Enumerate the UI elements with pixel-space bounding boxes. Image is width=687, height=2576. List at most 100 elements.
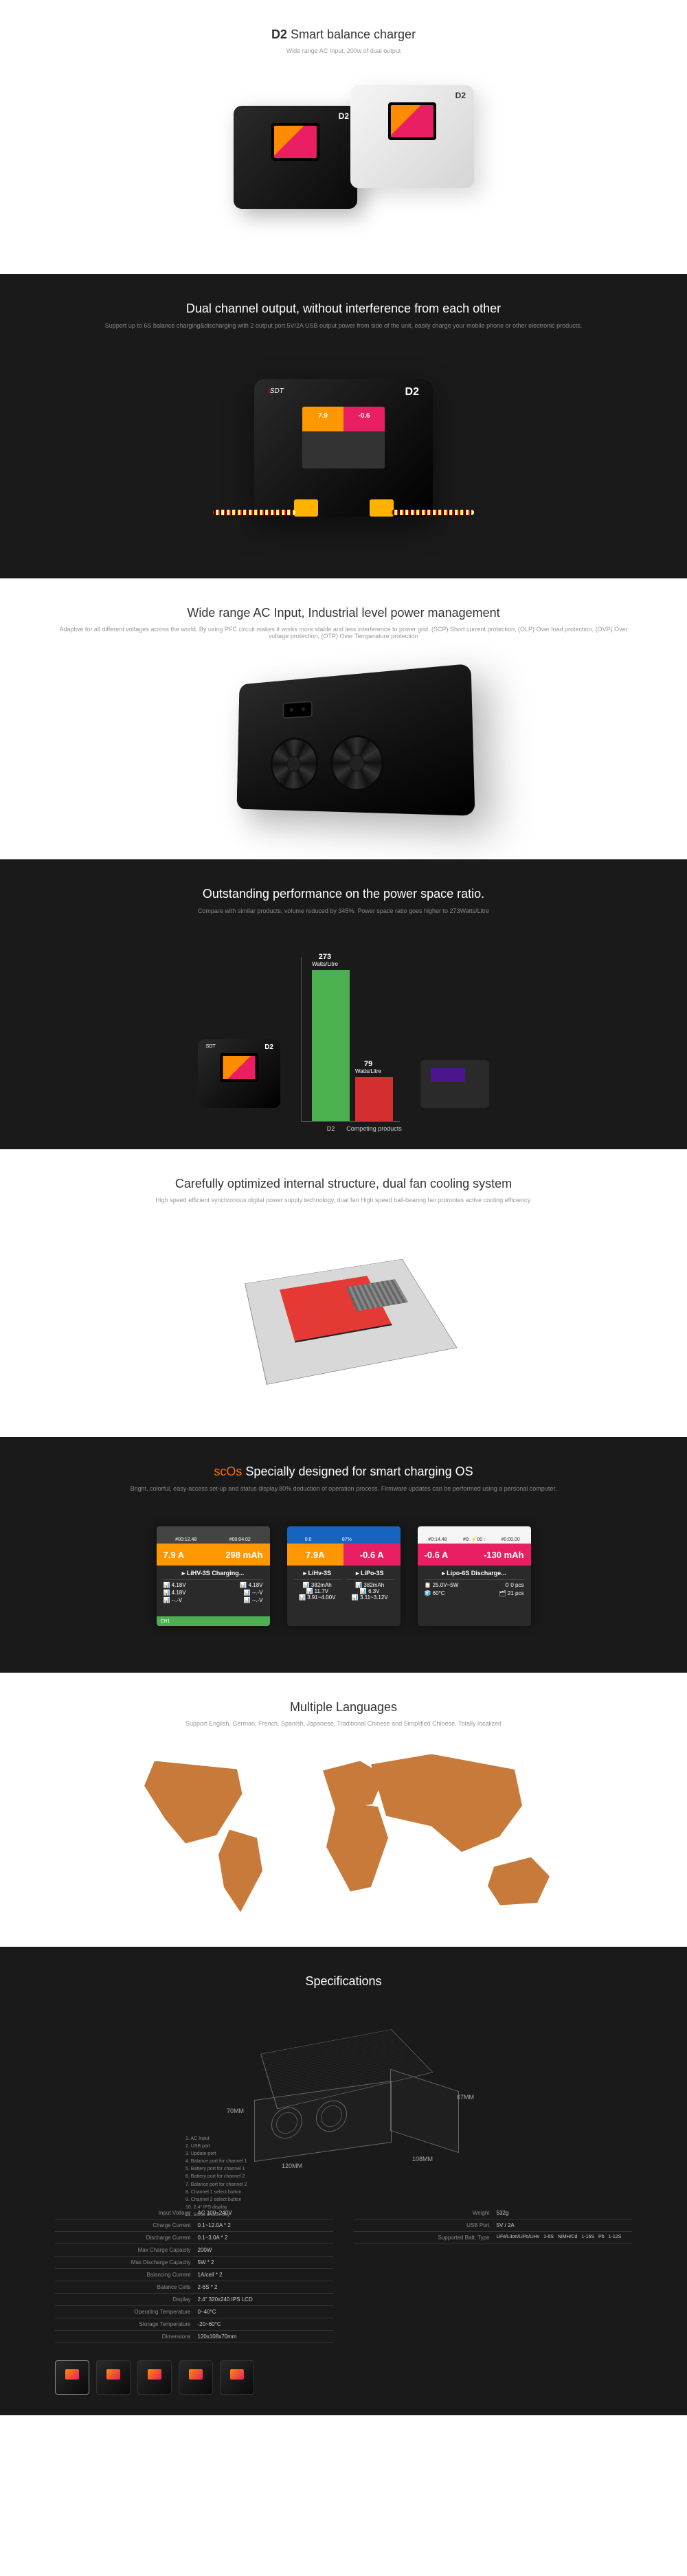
mini-d2-charger: iSDT D2 bbox=[198, 1039, 280, 1108]
dim-height2: 67MM bbox=[457, 2094, 474, 2101]
section-dual-channel: Dual channel output, without interferenc… bbox=[0, 274, 687, 578]
spec-row: Discharge Current0.1~3.0A * 2 bbox=[55, 2232, 333, 2244]
specs-title: Specifications bbox=[55, 1974, 632, 1989]
spec-row: Max Discharge Capacity5W * 2 bbox=[55, 2257, 333, 2269]
spec-row: Weight532g bbox=[354, 2207, 632, 2219]
ratio-title: Outstanding performance on the power spa… bbox=[55, 887, 632, 901]
charger-white: D2 bbox=[350, 85, 474, 188]
section-power-ratio: Outstanding performance on the power spa… bbox=[0, 859, 687, 1150]
section-intro: D2 Smart balance charger Wide range AC I… bbox=[0, 0, 687, 274]
intro-title: D2 Smart balance charger bbox=[55, 27, 632, 42]
world-map bbox=[103, 1748, 584, 1912]
ac-port-icon bbox=[283, 701, 313, 719]
dim-height: 70MM bbox=[227, 2108, 244, 2114]
scos-screens: #00:12.48#00:04.02 7.9 A298 mAh ▸ LiHV-3… bbox=[55, 1508, 632, 1645]
continent-au bbox=[488, 1857, 550, 1906]
thumb-2[interactable] bbox=[96, 2360, 131, 2395]
bp-legend: 1. AC Input2. USB port3. Update port4. B… bbox=[185, 2135, 247, 2219]
bar-comp-label: 79Watts/Litre bbox=[355, 1060, 381, 1074]
spec-row-batt: Supported Batt. TypeLiFe/LiIon/LiPo/LiHv… bbox=[354, 2232, 632, 2244]
cable-left bbox=[213, 510, 295, 515]
bar-chart: 273Watts/Litre D2 79Watts/Litre Competin… bbox=[301, 957, 400, 1122]
bar-competitor: 79Watts/Litre Competing products bbox=[355, 1077, 393, 1121]
competitor-charger bbox=[420, 1060, 489, 1108]
mini-screen bbox=[221, 1053, 258, 1082]
intro-subtitle: Wide range AC Input, 200w of dual output bbox=[55, 47, 632, 54]
dim-depth: 108MM bbox=[412, 2156, 433, 2162]
charger-back-view bbox=[236, 663, 475, 815]
continent-as bbox=[371, 1754, 522, 1857]
cable-right bbox=[392, 510, 474, 515]
spec-row: Balancing Current1A/cell * 2 bbox=[55, 2269, 333, 2281]
ac-subtitle: Adaptive for all different voltages acro… bbox=[55, 626, 632, 640]
os1-top: #00:12.48#00:04.02 bbox=[157, 1526, 270, 1544]
blueprint: 70MM 67MM 120MM 108MM 1. AC Input2. USB … bbox=[206, 2011, 481, 2169]
charger-white-screen bbox=[388, 102, 436, 140]
scos-subtitle: Bright, colorful, easy-access set-up and… bbox=[55, 1484, 632, 1494]
dual-image: iiSDTSDT D2 7.9 -0.6 bbox=[55, 345, 632, 551]
os1-footer: CH1 bbox=[157, 1616, 270, 1626]
os3-body: ▸ Lipo-6S Discharge... 📋 25.0V~5W⏱ 0 pcs… bbox=[418, 1566, 531, 1626]
lang-subtitle: Support English, German, French, Spanish… bbox=[55, 1720, 632, 1727]
charger-black-label: D2 bbox=[339, 111, 349, 121]
thumb-5[interactable] bbox=[220, 2360, 254, 2395]
lang-title: Multiple Languages bbox=[55, 1700, 632, 1715]
scos-highlight: scOs bbox=[214, 1465, 242, 1478]
spec-row: Display2.4" 320x240 IPS LCD bbox=[55, 2294, 333, 2306]
os-screen-3: #0:14.48#0: ⚡00 :#0:00.00 -0.6 A-130 mAh… bbox=[418, 1526, 531, 1626]
os3-top: #0:14.48#0: ⚡00 :#0:00.00 bbox=[418, 1526, 531, 1544]
bar-d2-label: 273Watts/Litre bbox=[312, 953, 338, 967]
internal-image bbox=[55, 1217, 632, 1410]
spec-col-1: Input VoltageAC 100~240VCharge Current0.… bbox=[55, 2207, 333, 2343]
competitor-screen bbox=[431, 1068, 465, 1082]
cables bbox=[213, 510, 474, 544]
os2-body: ▸ LiHv-3S 📊 382mAh📊 11.7V📊 3.91~4.00V ▸ … bbox=[287, 1566, 401, 1626]
bar-d2-x: D2 bbox=[327, 1125, 335, 1132]
fan-2-icon bbox=[330, 734, 384, 791]
scos-title: scOs Specially designed for smart chargi… bbox=[55, 1465, 632, 1479]
blueprint-area: 70MM 67MM 120MM 108MM 1. AC Input2. USB … bbox=[55, 1994, 632, 2187]
spec-col-2: Weight532gUSB Port5V / 2ASupported Batt.… bbox=[354, 2207, 632, 2343]
intro-title-rest: Smart balance charger bbox=[291, 27, 416, 41]
os-screen-2: 0.087% 7.9A -0.6 A ▸ LiHv-3S 📊 382mAh📊 1… bbox=[287, 1526, 401, 1626]
screen-right: -0.6 bbox=[344, 407, 385, 468]
os1-body: ▸ LiHV-3S Charging... 📊 4.18V📊 4.18V 📊 4… bbox=[157, 1566, 270, 1616]
ratio-chart-area: iSDT D2 273Watts/Litre D2 79Watts/Litre … bbox=[55, 929, 632, 1122]
dual-subtitle: Support up to 6S balance charging&discha… bbox=[55, 321, 632, 331]
spec-row: Operating Temperature0~40°C bbox=[55, 2306, 333, 2318]
charger-big: iiSDTSDT D2 7.9 -0.6 bbox=[254, 379, 433, 517]
spec-table: Input VoltageAC 100~240VCharge Current0.… bbox=[55, 2207, 632, 2343]
os3-header: -0.6 A-130 mAh bbox=[418, 1544, 531, 1566]
section-scos: scOs Specially designed for smart chargi… bbox=[0, 1437, 687, 1673]
os-screen-1: #00:12.48#00:04.02 7.9 A298 mAh ▸ LiHV-3… bbox=[157, 1526, 270, 1626]
mini-label: D2 bbox=[264, 1043, 273, 1051]
spec-row: Max Charge Capacity200W bbox=[55, 2244, 333, 2257]
os2-top: 0.087% bbox=[287, 1526, 401, 1544]
brand-label: iiSDTSDT bbox=[268, 387, 284, 395]
ac-image bbox=[55, 653, 632, 832]
continent-sa bbox=[213, 1830, 268, 1912]
charger-black-screen bbox=[271, 123, 319, 161]
screen-left: 7.9 bbox=[302, 407, 344, 468]
intro-title-bold: D2 bbox=[271, 27, 287, 41]
mini-brand: iSDT bbox=[205, 1044, 216, 1049]
spec-row: Dimensions120x108x70mm bbox=[55, 2331, 333, 2343]
spec-row: Balance Cells2-6S * 2 bbox=[55, 2281, 333, 2294]
thumbnail-row bbox=[55, 2360, 632, 2395]
charger-black: D2 bbox=[234, 106, 357, 209]
thumb-1[interactable] bbox=[55, 2360, 89, 2395]
os1-header: 7.9 A298 mAh bbox=[157, 1544, 270, 1566]
thumb-3[interactable] bbox=[137, 2360, 172, 2395]
os2-header: 7.9A -0.6 A bbox=[287, 1544, 401, 1566]
spec-row: USB Port5V / 2A bbox=[354, 2219, 632, 2232]
ac-title: Wide range AC Input, Industrial level po… bbox=[55, 606, 632, 620]
spec-row: Charge Current0.1~12.0A * 2 bbox=[55, 2219, 333, 2232]
internal-title: Carefully optimized internal structure, … bbox=[55, 1177, 632, 1191]
section-specs: Specifications 70MM 67MM 120MM 108MM 1. … bbox=[0, 1947, 687, 2415]
ratio-subtitle: Compare with similar products, volume re… bbox=[55, 907, 632, 916]
continent-af bbox=[323, 1803, 392, 1892]
intro-image: D2 D2 bbox=[55, 68, 632, 247]
thumb-4[interactable] bbox=[179, 2360, 213, 2395]
internal-cutaway bbox=[245, 1259, 458, 1385]
world-map-area bbox=[55, 1741, 632, 1919]
